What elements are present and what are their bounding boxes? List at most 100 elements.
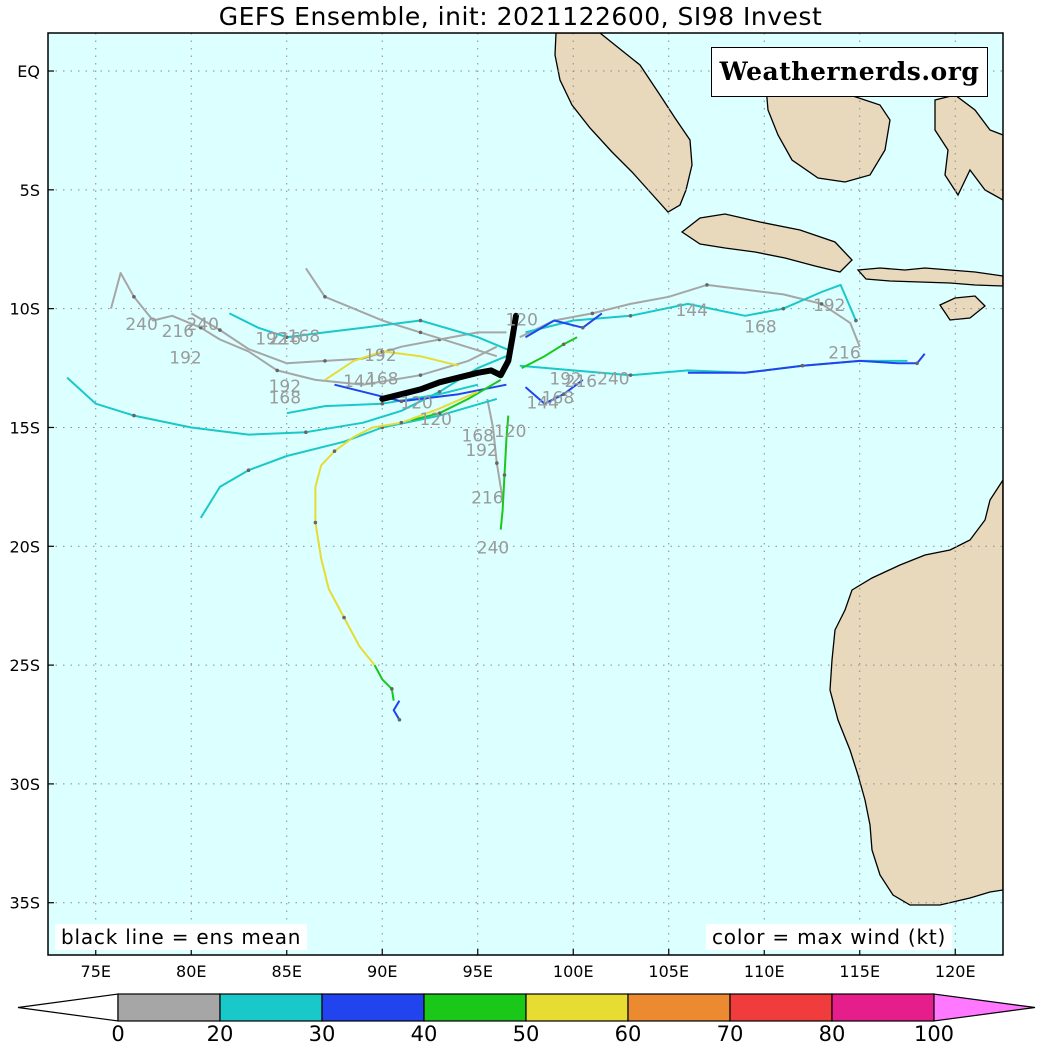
colorbar-over-arrow xyxy=(933,993,1036,1022)
watermark: Weathernerds.org xyxy=(711,47,988,97)
colorbar-bin xyxy=(423,993,527,1022)
track-point xyxy=(581,325,585,330)
forecast-hour-label: 144 xyxy=(343,372,375,392)
forecast-hour-label: 168 xyxy=(542,389,574,409)
track-point xyxy=(854,318,858,323)
colorbar-bin xyxy=(729,993,833,1022)
land-lesser-sunda xyxy=(856,267,1003,287)
track-point xyxy=(342,615,346,620)
ocean-background xyxy=(48,33,1003,955)
land-sulawesi xyxy=(934,94,1003,201)
colorbar-bin xyxy=(831,993,935,1022)
member-track xyxy=(110,272,498,386)
track-point xyxy=(705,283,709,287)
track-point xyxy=(218,328,222,332)
ensemble-tracks xyxy=(66,267,926,722)
track-point xyxy=(132,413,136,418)
track-point xyxy=(495,461,499,465)
track-point xyxy=(437,390,442,394)
track-point xyxy=(284,335,289,339)
track-point xyxy=(561,342,566,347)
colorbar-label: 100 xyxy=(914,1022,954,1046)
member-track xyxy=(524,379,584,405)
y-tick-label: 15S xyxy=(9,418,40,437)
track-point xyxy=(590,311,595,316)
latitude-axis: EQ 5S 10S 15S 20S 25S 30S 35S xyxy=(9,62,54,913)
y-tick-label: 35S xyxy=(9,894,40,913)
colorbar-bin xyxy=(117,993,221,1022)
forecast-hour-label: 192 xyxy=(549,370,581,390)
forecast-hour-label: 192 xyxy=(465,441,497,461)
forecast-hour-label: 144 xyxy=(675,301,707,321)
longitude-axis: 75E 80E 85E 90E 95E 100E 105E 110E 115E 120E xyxy=(81,949,976,981)
track-point xyxy=(628,313,633,318)
forecast-hour-label: 144 xyxy=(526,393,558,413)
colorbar-under-arrow xyxy=(17,993,119,1022)
member-track xyxy=(392,700,401,721)
forecast-hour-label: 120 xyxy=(505,310,537,330)
forecast-hour-label: 192 xyxy=(813,296,845,316)
member-track xyxy=(190,312,507,365)
forecast-hour-label: 240 xyxy=(597,370,629,390)
chart-title: GEFS Ensemble, init: 2021122600, SI98 In… xyxy=(218,2,823,31)
forecast-hour-label: 120 xyxy=(420,410,452,430)
track-point xyxy=(399,420,404,425)
colorbar-bin xyxy=(219,993,323,1022)
track-point xyxy=(304,430,308,435)
color-legend-note: color = max wind (kt) xyxy=(706,924,953,950)
member-track xyxy=(521,336,578,369)
y-tick-label: 20S xyxy=(9,537,40,556)
land-sumatra xyxy=(554,33,693,213)
colorbar-label: 70 xyxy=(717,1022,744,1046)
member-track xyxy=(486,398,504,499)
track-point xyxy=(323,294,327,299)
y-tick-label: 10S xyxy=(9,300,40,319)
x-tick-label: 75E xyxy=(81,962,111,981)
forecast-hour-label: 120 xyxy=(400,393,432,413)
track-point xyxy=(418,330,423,335)
forecast-hour-label: 168 xyxy=(366,370,398,390)
track-point xyxy=(246,468,251,473)
member-track xyxy=(525,283,857,334)
ens-mean-note: black line = ens mean xyxy=(55,924,308,950)
forecast-hour-label: 216 xyxy=(162,322,194,342)
y-tick-label: 25S xyxy=(9,656,40,675)
track-point xyxy=(561,392,566,396)
x-tick-label: 80E xyxy=(176,962,206,981)
x-tick-label: 115E xyxy=(839,962,880,981)
y-tick-label: EQ xyxy=(17,62,40,81)
member-track xyxy=(524,312,603,339)
track-point xyxy=(380,349,385,354)
member-track xyxy=(373,664,395,701)
member-track xyxy=(228,312,513,353)
x-tick-label: 100E xyxy=(553,962,594,981)
colorbar-label: 20 xyxy=(207,1022,234,1046)
forecast-hour-label: 168 xyxy=(462,427,494,447)
forecast-hour-label: 120 xyxy=(494,422,526,442)
forecast-hour-label: 240 xyxy=(125,315,157,335)
colorbar-label: 0 xyxy=(111,1022,124,1046)
land-australia xyxy=(829,478,1003,906)
track-point xyxy=(800,363,805,368)
track-point xyxy=(418,373,423,377)
track-point xyxy=(628,373,633,377)
track-point xyxy=(397,717,402,722)
forecast-hour-label: 216 xyxy=(565,372,597,392)
forecast-hour-label: 240 xyxy=(477,538,509,558)
track-point xyxy=(437,411,442,416)
forecast-hour-label: 216 xyxy=(828,344,860,364)
track-point xyxy=(418,318,423,323)
member-track xyxy=(314,390,479,666)
track-point xyxy=(502,473,507,477)
track-point xyxy=(275,368,280,373)
ensemble-mean-track xyxy=(379,312,519,402)
land-java xyxy=(680,213,853,273)
x-tick-label: 90E xyxy=(367,962,397,981)
forecast-hour-label: 192 xyxy=(255,329,287,349)
land-timor xyxy=(939,295,986,321)
track-point xyxy=(313,520,318,525)
map-frame xyxy=(47,32,1004,956)
track-point xyxy=(323,359,327,363)
colorbar-bin xyxy=(321,993,425,1022)
